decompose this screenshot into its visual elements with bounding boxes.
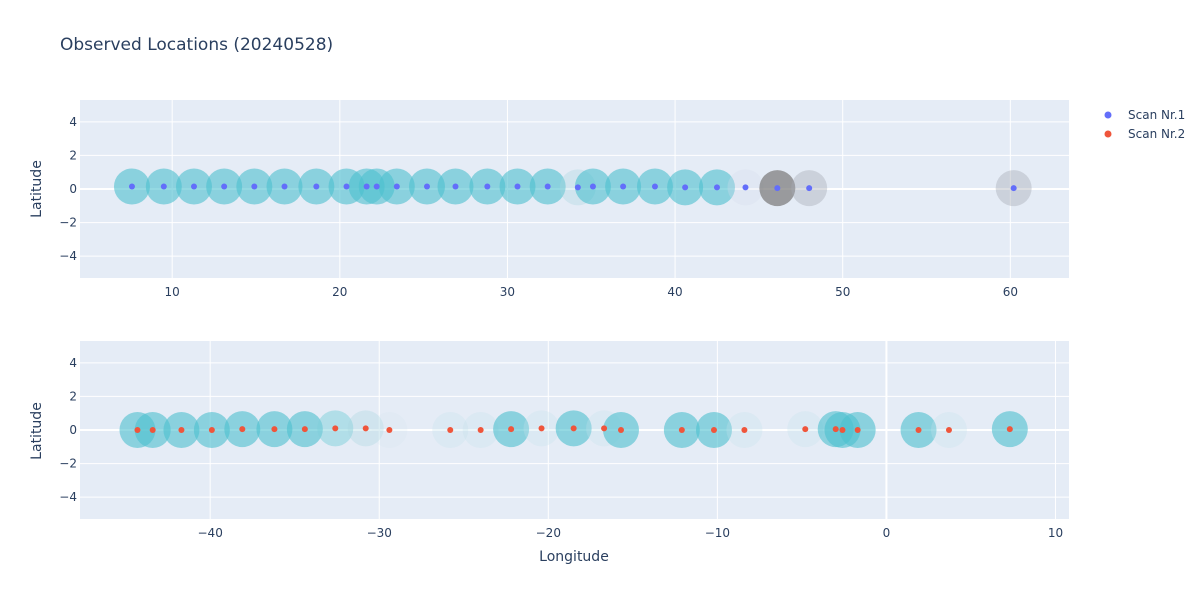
plot-panel-bottom: −40 −30 −20 −10 0 10 4 2 0 −2 −4 (59, 341, 1069, 540)
data-point[interactable] (713, 184, 720, 191)
y-axis-title-top: Latitude (29, 160, 45, 218)
y-tick-label: 0 (69, 423, 77, 437)
legend-label-scan-2: Scan Nr.2 (1128, 127, 1185, 141)
x-tick-label: 40 (667, 285, 682, 299)
data-point[interactable] (239, 426, 246, 433)
y-tick-label: −2 (59, 216, 77, 230)
data-point[interactable] (452, 183, 459, 190)
data-point[interactable] (1006, 426, 1013, 433)
data-point[interactable] (221, 183, 228, 190)
data-point[interactable] (514, 183, 521, 190)
data-point[interactable] (806, 185, 813, 192)
x-tick-label: −40 (198, 526, 223, 540)
y-axis-title-bottom: Latitude (29, 402, 45, 460)
data-point[interactable] (128, 183, 135, 190)
x-tick-label: 10 (1048, 526, 1063, 540)
data-point[interactable] (710, 427, 717, 433)
legend-item-scan-2[interactable]: Scan Nr.2 (1104, 127, 1186, 141)
data-point[interactable] (741, 427, 748, 433)
legend-label-scan-1: Scan Nr.1 (1128, 108, 1185, 122)
data-point[interactable] (477, 427, 484, 433)
data-point[interactable] (742, 184, 749, 191)
y-tick-label: −4 (59, 249, 77, 263)
data-point[interactable] (945, 427, 952, 433)
legend[interactable]: Scan Nr.1 Scan Nr.2 (1104, 108, 1186, 141)
data-point[interactable] (160, 183, 167, 190)
data-point[interactable] (271, 426, 278, 433)
data-point[interactable] (678, 427, 685, 433)
data-point[interactable] (774, 185, 781, 192)
data-point[interactable] (620, 183, 627, 190)
x-tick-label: 50 (835, 285, 850, 299)
chart-title: Observed Locations (20240528) (60, 35, 333, 55)
data-point[interactable] (1010, 185, 1017, 192)
y-tick-label: 2 (69, 148, 77, 162)
data-point[interactable] (854, 427, 861, 433)
x-tick-label: 30 (500, 285, 515, 299)
data-point[interactable] (915, 427, 922, 433)
y-tick-label: 0 (69, 182, 77, 196)
data-point[interactable] (617, 427, 624, 433)
data-point[interactable] (362, 425, 369, 432)
data-point[interactable] (313, 183, 320, 190)
data-point[interactable] (601, 425, 608, 432)
data-point[interactable] (544, 183, 551, 190)
data-point[interactable] (190, 183, 197, 190)
data-point[interactable] (281, 183, 288, 190)
data-point[interactable] (447, 427, 454, 433)
y-tick-label: 4 (69, 356, 77, 370)
data-point[interactable] (178, 427, 185, 433)
data-point[interactable] (363, 183, 370, 190)
data-point[interactable] (208, 427, 215, 433)
data-point[interactable] (570, 425, 577, 432)
data-point[interactable] (373, 183, 380, 190)
data-point[interactable] (343, 183, 350, 190)
x-tick-label: −30 (367, 526, 392, 540)
legend-marker-scan-1 (1104, 111, 1112, 119)
data-point[interactable] (301, 426, 308, 433)
y-tick-label: 2 (69, 389, 77, 403)
data-point[interactable] (574, 184, 581, 191)
data-point[interactable] (423, 183, 430, 190)
data-point[interactable] (332, 425, 339, 432)
data-point[interactable] (386, 427, 393, 433)
x-tick-label: 10 (165, 285, 180, 299)
data-point[interactable] (251, 183, 258, 190)
data-point[interactable] (651, 183, 658, 190)
data-point[interactable] (802, 426, 809, 433)
legend-item-scan-1[interactable]: Scan Nr.1 (1104, 108, 1186, 122)
data-point[interactable] (832, 426, 839, 433)
x-tick-label: 20 (332, 285, 347, 299)
x-axis-title: Longitude (539, 549, 609, 565)
x-tick-label: −20 (536, 526, 561, 540)
y-tick-label: 4 (69, 115, 77, 129)
data-point[interactable] (393, 183, 400, 190)
data-point[interactable] (484, 183, 491, 190)
legend-marker-scan-2 (1104, 130, 1112, 138)
x-tick-label: 60 (1003, 285, 1018, 299)
data-point[interactable] (134, 427, 141, 433)
data-point[interactable] (682, 184, 689, 191)
data-point[interactable] (508, 426, 515, 433)
data-point[interactable] (589, 183, 596, 190)
data-point[interactable] (538, 425, 545, 432)
y-tick-label: −2 (59, 457, 77, 471)
x-tick-label: 0 (883, 526, 891, 540)
y-tick-label: −4 (59, 490, 77, 504)
data-point[interactable] (149, 427, 156, 433)
x-tick-label: −10 (705, 526, 730, 540)
data-point[interactable] (839, 427, 846, 433)
